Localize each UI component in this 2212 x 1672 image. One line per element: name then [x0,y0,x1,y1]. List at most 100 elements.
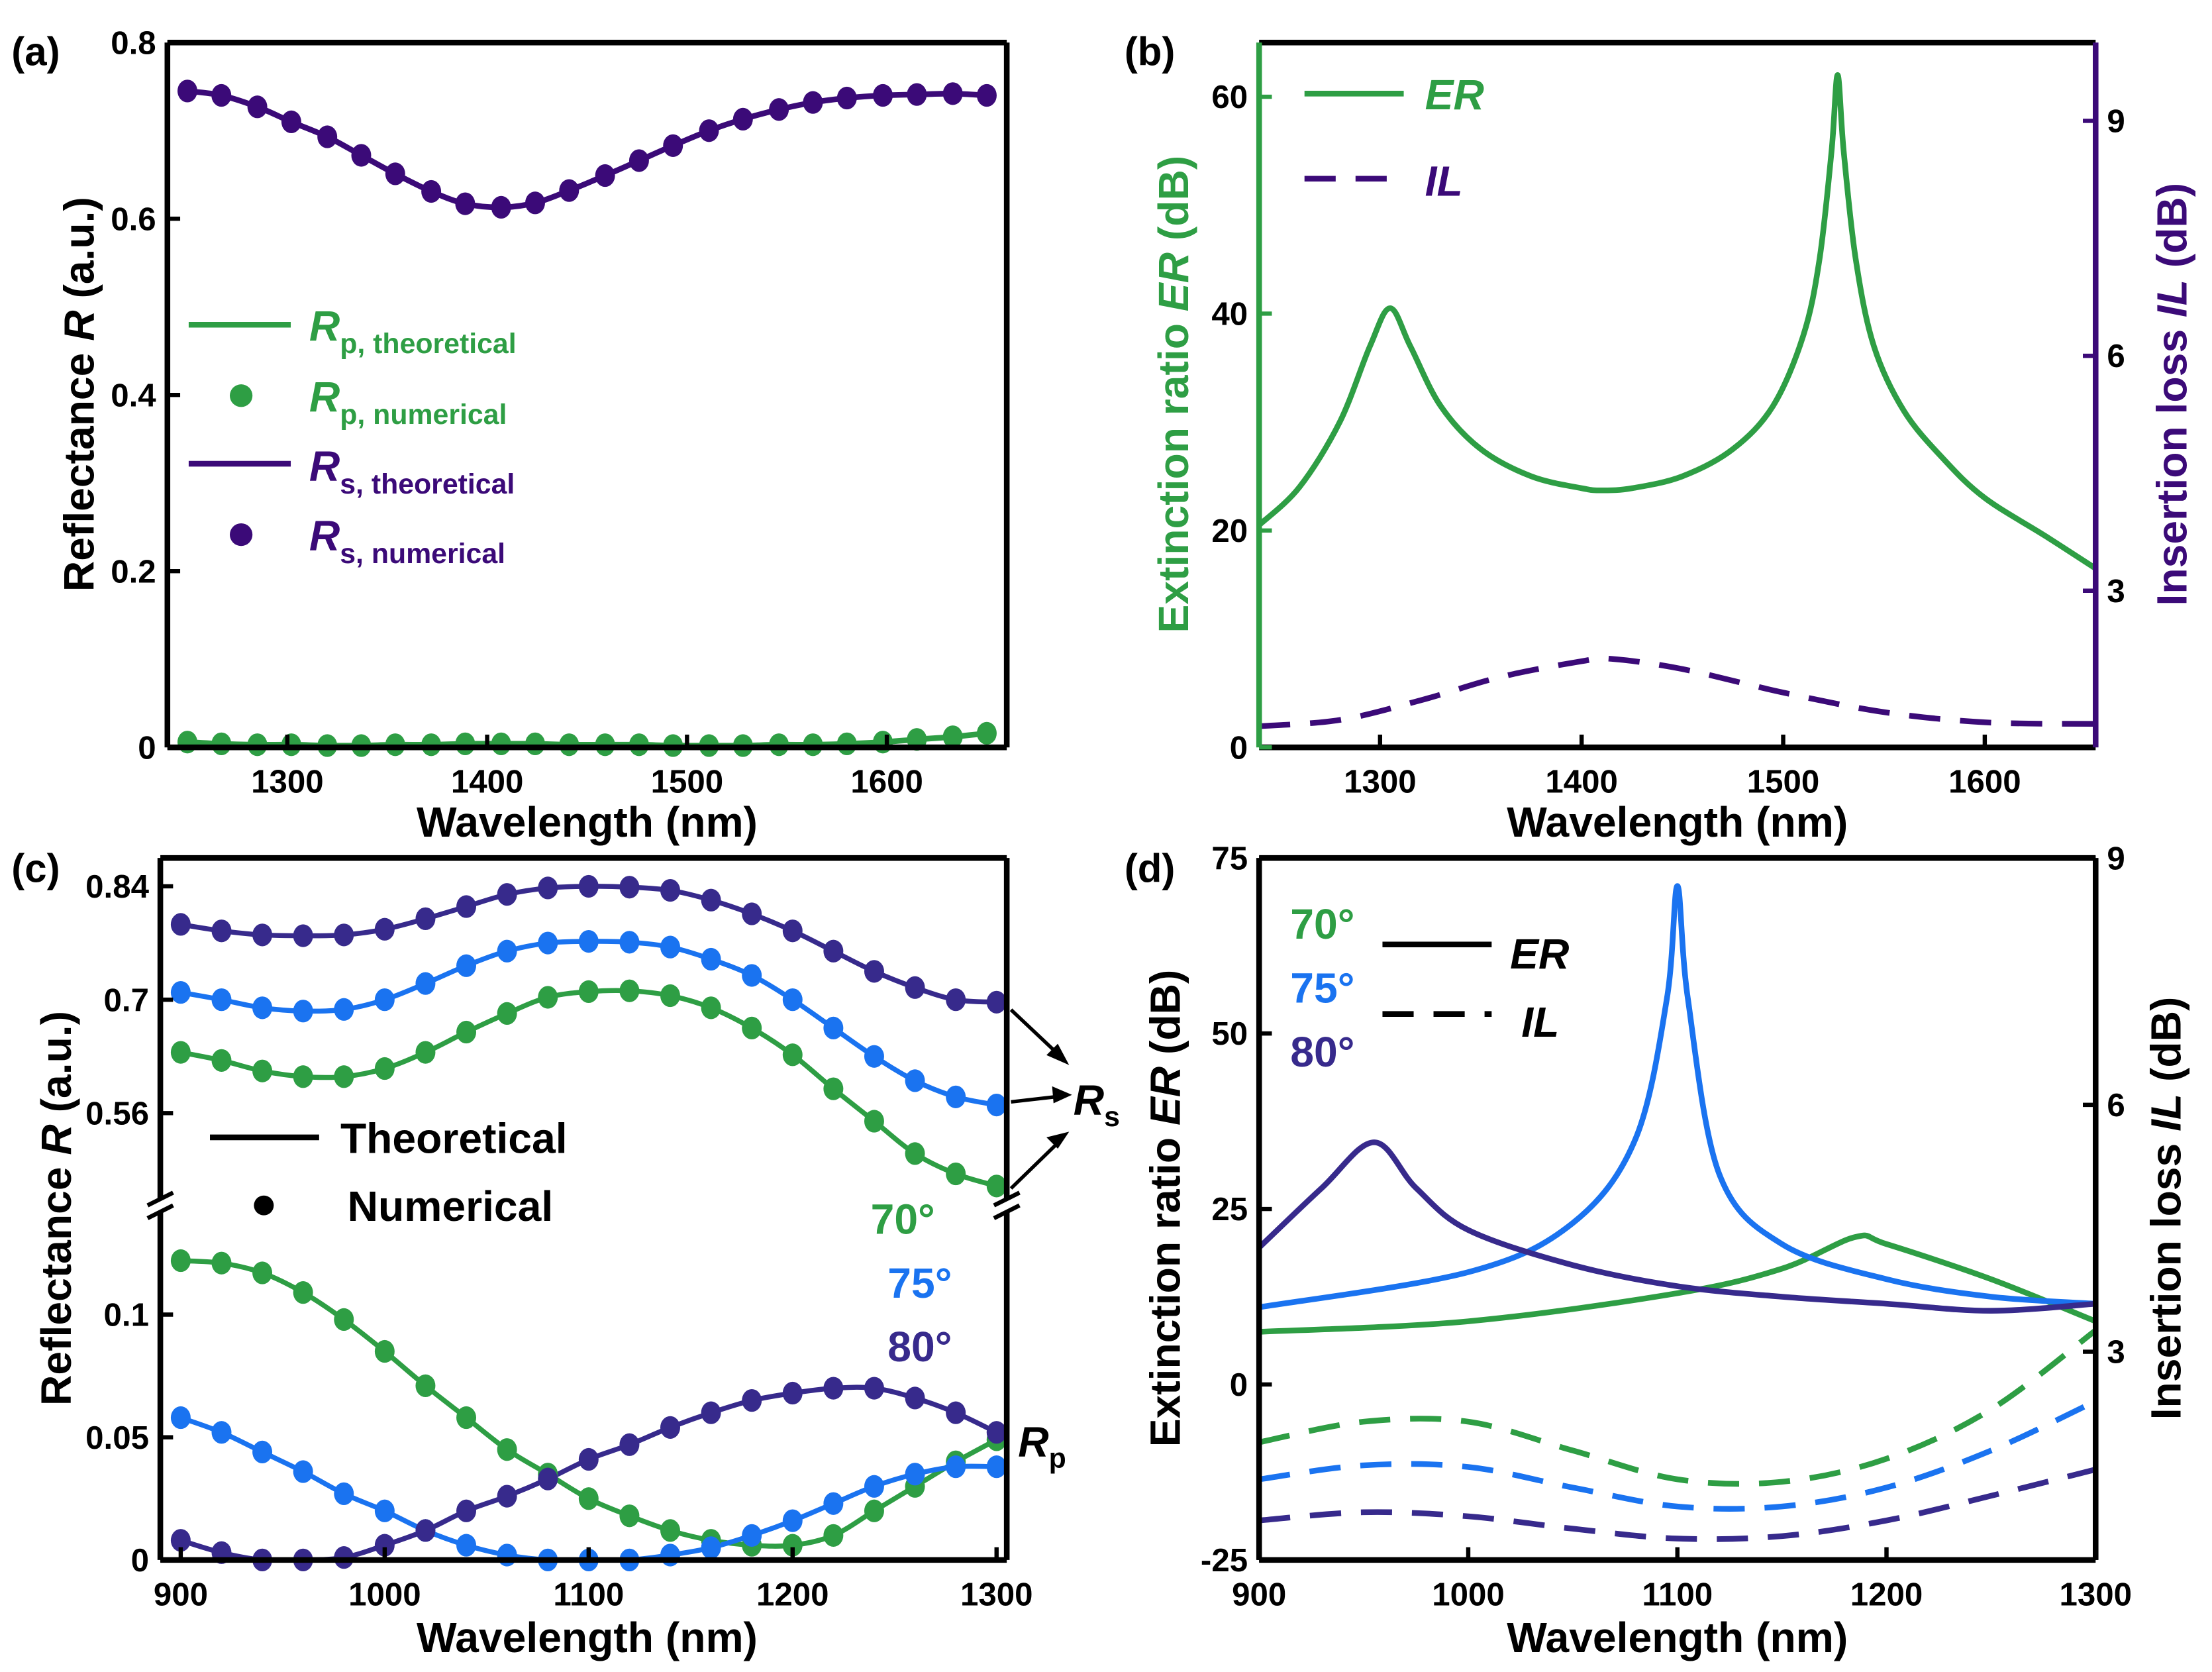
data-point [374,1339,395,1363]
data-point [170,1249,191,1273]
x-tick-label: 1100 [553,1576,624,1612]
data-point [211,988,232,1012]
data-point [782,1509,803,1532]
rp-annotation: Rp [1018,1418,1066,1475]
y-tick-label: 0.1 [104,1297,149,1333]
data-point [864,1377,884,1400]
data-point [497,1485,517,1508]
data-point [864,1499,884,1522]
series-line-IL-70° [1259,1328,2096,1487]
data-point [986,1093,1007,1117]
y-tick-label: 0.2 [111,553,156,590]
data-point [497,939,517,963]
data-point [864,1475,884,1498]
y-tick-label: 20 [1211,513,1248,549]
data-point [415,1519,436,1542]
panel-label-d: (d) [1125,847,1176,891]
legend-label-numerical: Numerical [348,1182,554,1230]
data-point [699,119,719,142]
data-point [836,86,857,110]
y-tick-label: 0.56 [85,1095,149,1131]
data-point [782,1381,803,1405]
data-point [660,878,680,902]
data-point [455,192,476,215]
data-point [660,1519,680,1542]
angle-label-80: 80° [887,1323,952,1371]
data-point [293,1000,313,1023]
y-tick-label: -25 [1201,1542,1248,1579]
data-point [415,1041,436,1064]
data-point [293,1065,313,1088]
legend-label-rs-numerical: Rs, numerical [309,512,505,570]
series-line-IL-75° [1259,1398,2096,1512]
data-point [252,996,273,1019]
x-tick-label: 1300 [251,764,324,800]
data-point [946,988,966,1012]
data-point [660,984,680,1008]
data-point [823,1492,844,1515]
data-point [976,721,997,745]
y-tick-label: 0 [1230,1367,1248,1403]
data-point [823,1524,844,1547]
y-tick-label-right: 3 [2107,1334,2125,1371]
data-point [619,1433,640,1456]
data-point [976,83,997,107]
data-point [455,732,476,755]
data-point [660,1543,680,1567]
plot-panel-d: 900 1000 1100 1200 1300 -25 0 25 50 75 3 6 9 [1201,840,2132,1612]
data-point [497,883,517,906]
x-tick-label: 1200 [1850,1576,1923,1612]
data-point [578,1487,599,1510]
data-point [578,929,599,953]
data-point [538,931,558,955]
data-point [252,1059,273,1082]
y-axis-label-b-left: Extinction ratio ER (dB) [1150,156,1197,633]
data-point [415,1374,436,1398]
y-tick-label: 0.8 [111,25,156,61]
data-point [578,980,599,1004]
series-line-ER-70° [1259,1232,2096,1335]
data-point [782,1534,803,1557]
data-point [374,1534,395,1557]
data-point [211,1049,232,1072]
data-point [803,91,823,114]
data-point [293,1460,313,1483]
data-point [782,1043,803,1067]
y-tick-label: 0.4 [111,377,156,413]
legend-label-rp-theoretical: Rp, theoretical [309,302,517,360]
y-tick-label: 0.7 [104,982,149,1018]
data-point [628,149,649,172]
data-point [660,935,680,959]
data-point [170,913,191,936]
legend-marker-numerical [254,1195,274,1216]
data-point [538,1467,558,1490]
data-point [252,1440,273,1464]
data-point [374,1057,395,1080]
data-point [907,83,927,106]
x-tick-label: 1300 [2060,1576,2133,1612]
series-line-ER [1259,72,2096,571]
series-group [187,88,987,748]
data-point [456,1534,477,1557]
legend-label-er: ER [1425,71,1484,119]
axis-break-mark [146,1190,174,1208]
data-point [823,939,844,963]
data-point [415,907,436,930]
data-point [170,1529,191,1552]
data-point [538,986,558,1009]
data-point [497,1438,517,1461]
data-point [385,162,405,185]
data-point [177,79,197,103]
angle-label-75: 75° [1290,965,1354,1012]
data-point [864,1045,884,1068]
legend-marker-rs [229,523,253,547]
series-line-IL-80° [1259,1467,2096,1542]
panel-label-b: (b) [1125,29,1176,74]
data-point [247,95,268,119]
y-tick-label: 75 [1211,840,1248,876]
data-point [701,947,721,971]
legend-label-rp-numerical: Rp, numerical [309,373,507,431]
data-point [456,895,477,918]
data-point [281,110,301,134]
data-point [942,82,963,105]
